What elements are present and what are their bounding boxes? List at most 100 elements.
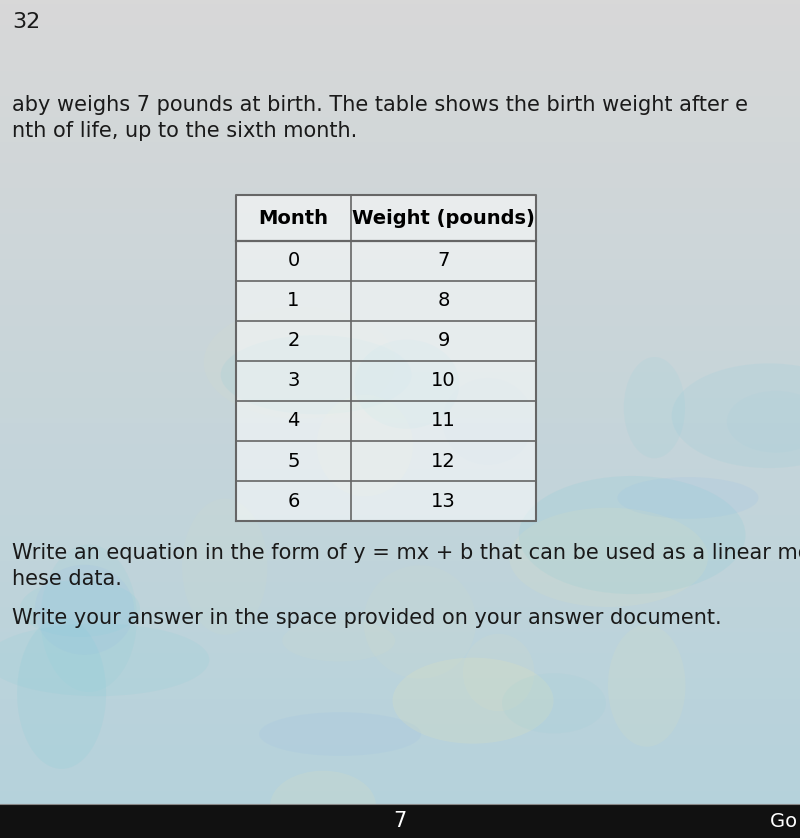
Bar	[0, 443, 800, 448]
Bar	[0, 393, 800, 398]
Bar	[0, 644, 800, 649]
Bar	[0, 217, 800, 222]
Bar	[0, 711, 800, 716]
Bar	[0, 209, 800, 214]
Ellipse shape	[270, 771, 376, 838]
Bar	[0, 598, 800, 603]
Bar	[0, 829, 800, 834]
Bar	[0, 204, 800, 210]
Bar	[0, 33, 800, 38]
Text: 11: 11	[431, 411, 456, 431]
Ellipse shape	[463, 634, 534, 711]
Bar	[0, 489, 800, 494]
Bar	[0, 58, 800, 63]
Bar	[0, 163, 800, 168]
Bar	[0, 251, 800, 256]
Text: Month: Month	[258, 209, 329, 227]
Text: Write an equation in the form of y = mx + b that can be used as a linear mo: Write an equation in the form of y = mx …	[12, 543, 800, 563]
Bar	[0, 531, 800, 536]
Ellipse shape	[34, 565, 134, 654]
Bar	[0, 188, 800, 193]
Bar	[0, 158, 800, 163]
Bar	[0, 678, 800, 683]
Bar	[0, 305, 800, 310]
Bar	[0, 79, 800, 84]
Ellipse shape	[672, 364, 800, 468]
Bar	[0, 779, 800, 784]
Bar	[0, 728, 800, 733]
Bar	[0, 133, 800, 138]
Ellipse shape	[17, 618, 106, 769]
Bar	[0, 527, 800, 532]
Text: 32: 32	[12, 12, 40, 32]
Bar	[0, 397, 800, 402]
Bar	[0, 87, 800, 92]
Bar	[0, 561, 800, 566]
Bar	[0, 292, 800, 297]
Text: 2: 2	[287, 332, 300, 350]
Bar	[0, 414, 800, 419]
Bar	[0, 431, 800, 436]
Ellipse shape	[221, 335, 411, 414]
Bar	[0, 401, 800, 406]
Bar	[0, 330, 800, 335]
Bar	[0, 121, 800, 126]
Bar	[0, 112, 800, 117]
Bar	[0, 213, 800, 218]
Bar	[0, 506, 800, 511]
Bar	[0, 640, 800, 645]
Bar	[0, 364, 800, 369]
Bar	[0, 368, 800, 373]
Text: 13: 13	[431, 492, 456, 510]
Bar	[0, 309, 800, 314]
Bar	[0, 179, 800, 184]
Bar	[0, 804, 800, 838]
Bar	[0, 737, 800, 742]
Bar	[0, 791, 800, 796]
Text: Weight (pounds): Weight (pounds)	[352, 209, 535, 227]
Bar	[0, 590, 800, 595]
Bar	[0, 322, 800, 327]
Bar	[0, 804, 800, 809]
Text: 9: 9	[438, 332, 450, 350]
Bar	[0, 661, 800, 666]
Bar	[0, 263, 800, 268]
Bar	[0, 54, 800, 59]
Bar	[0, 510, 800, 515]
Bar	[236, 195, 536, 521]
Bar	[0, 142, 800, 147]
Bar	[0, 49, 800, 54]
Bar	[0, 473, 800, 478]
Bar	[0, 670, 800, 675]
Bar	[0, 464, 800, 469]
Ellipse shape	[204, 307, 395, 418]
Ellipse shape	[363, 566, 476, 679]
Bar	[0, 385, 800, 390]
Bar	[0, 540, 800, 545]
Bar	[0, 460, 800, 465]
Bar	[0, 674, 800, 679]
Bar	[0, 100, 800, 105]
Bar	[0, 745, 800, 750]
Bar	[0, 116, 800, 122]
Bar	[0, 276, 800, 281]
Bar	[0, 3, 800, 8]
Bar	[0, 481, 800, 486]
Bar	[0, 125, 800, 130]
Bar	[0, 494, 800, 499]
Bar	[0, 192, 800, 197]
Bar	[0, 716, 800, 721]
Text: 1: 1	[287, 292, 300, 311]
Bar	[0, 573, 800, 578]
Bar	[0, 770, 800, 775]
Bar	[0, 427, 800, 432]
Bar	[0, 615, 800, 620]
Ellipse shape	[0, 623, 210, 696]
Ellipse shape	[20, 580, 140, 637]
Bar	[0, 795, 800, 800]
Bar	[0, 184, 800, 189]
Text: 12: 12	[431, 452, 456, 470]
Bar	[0, 230, 800, 235]
Bar	[0, 225, 800, 230]
Bar	[0, 343, 800, 348]
